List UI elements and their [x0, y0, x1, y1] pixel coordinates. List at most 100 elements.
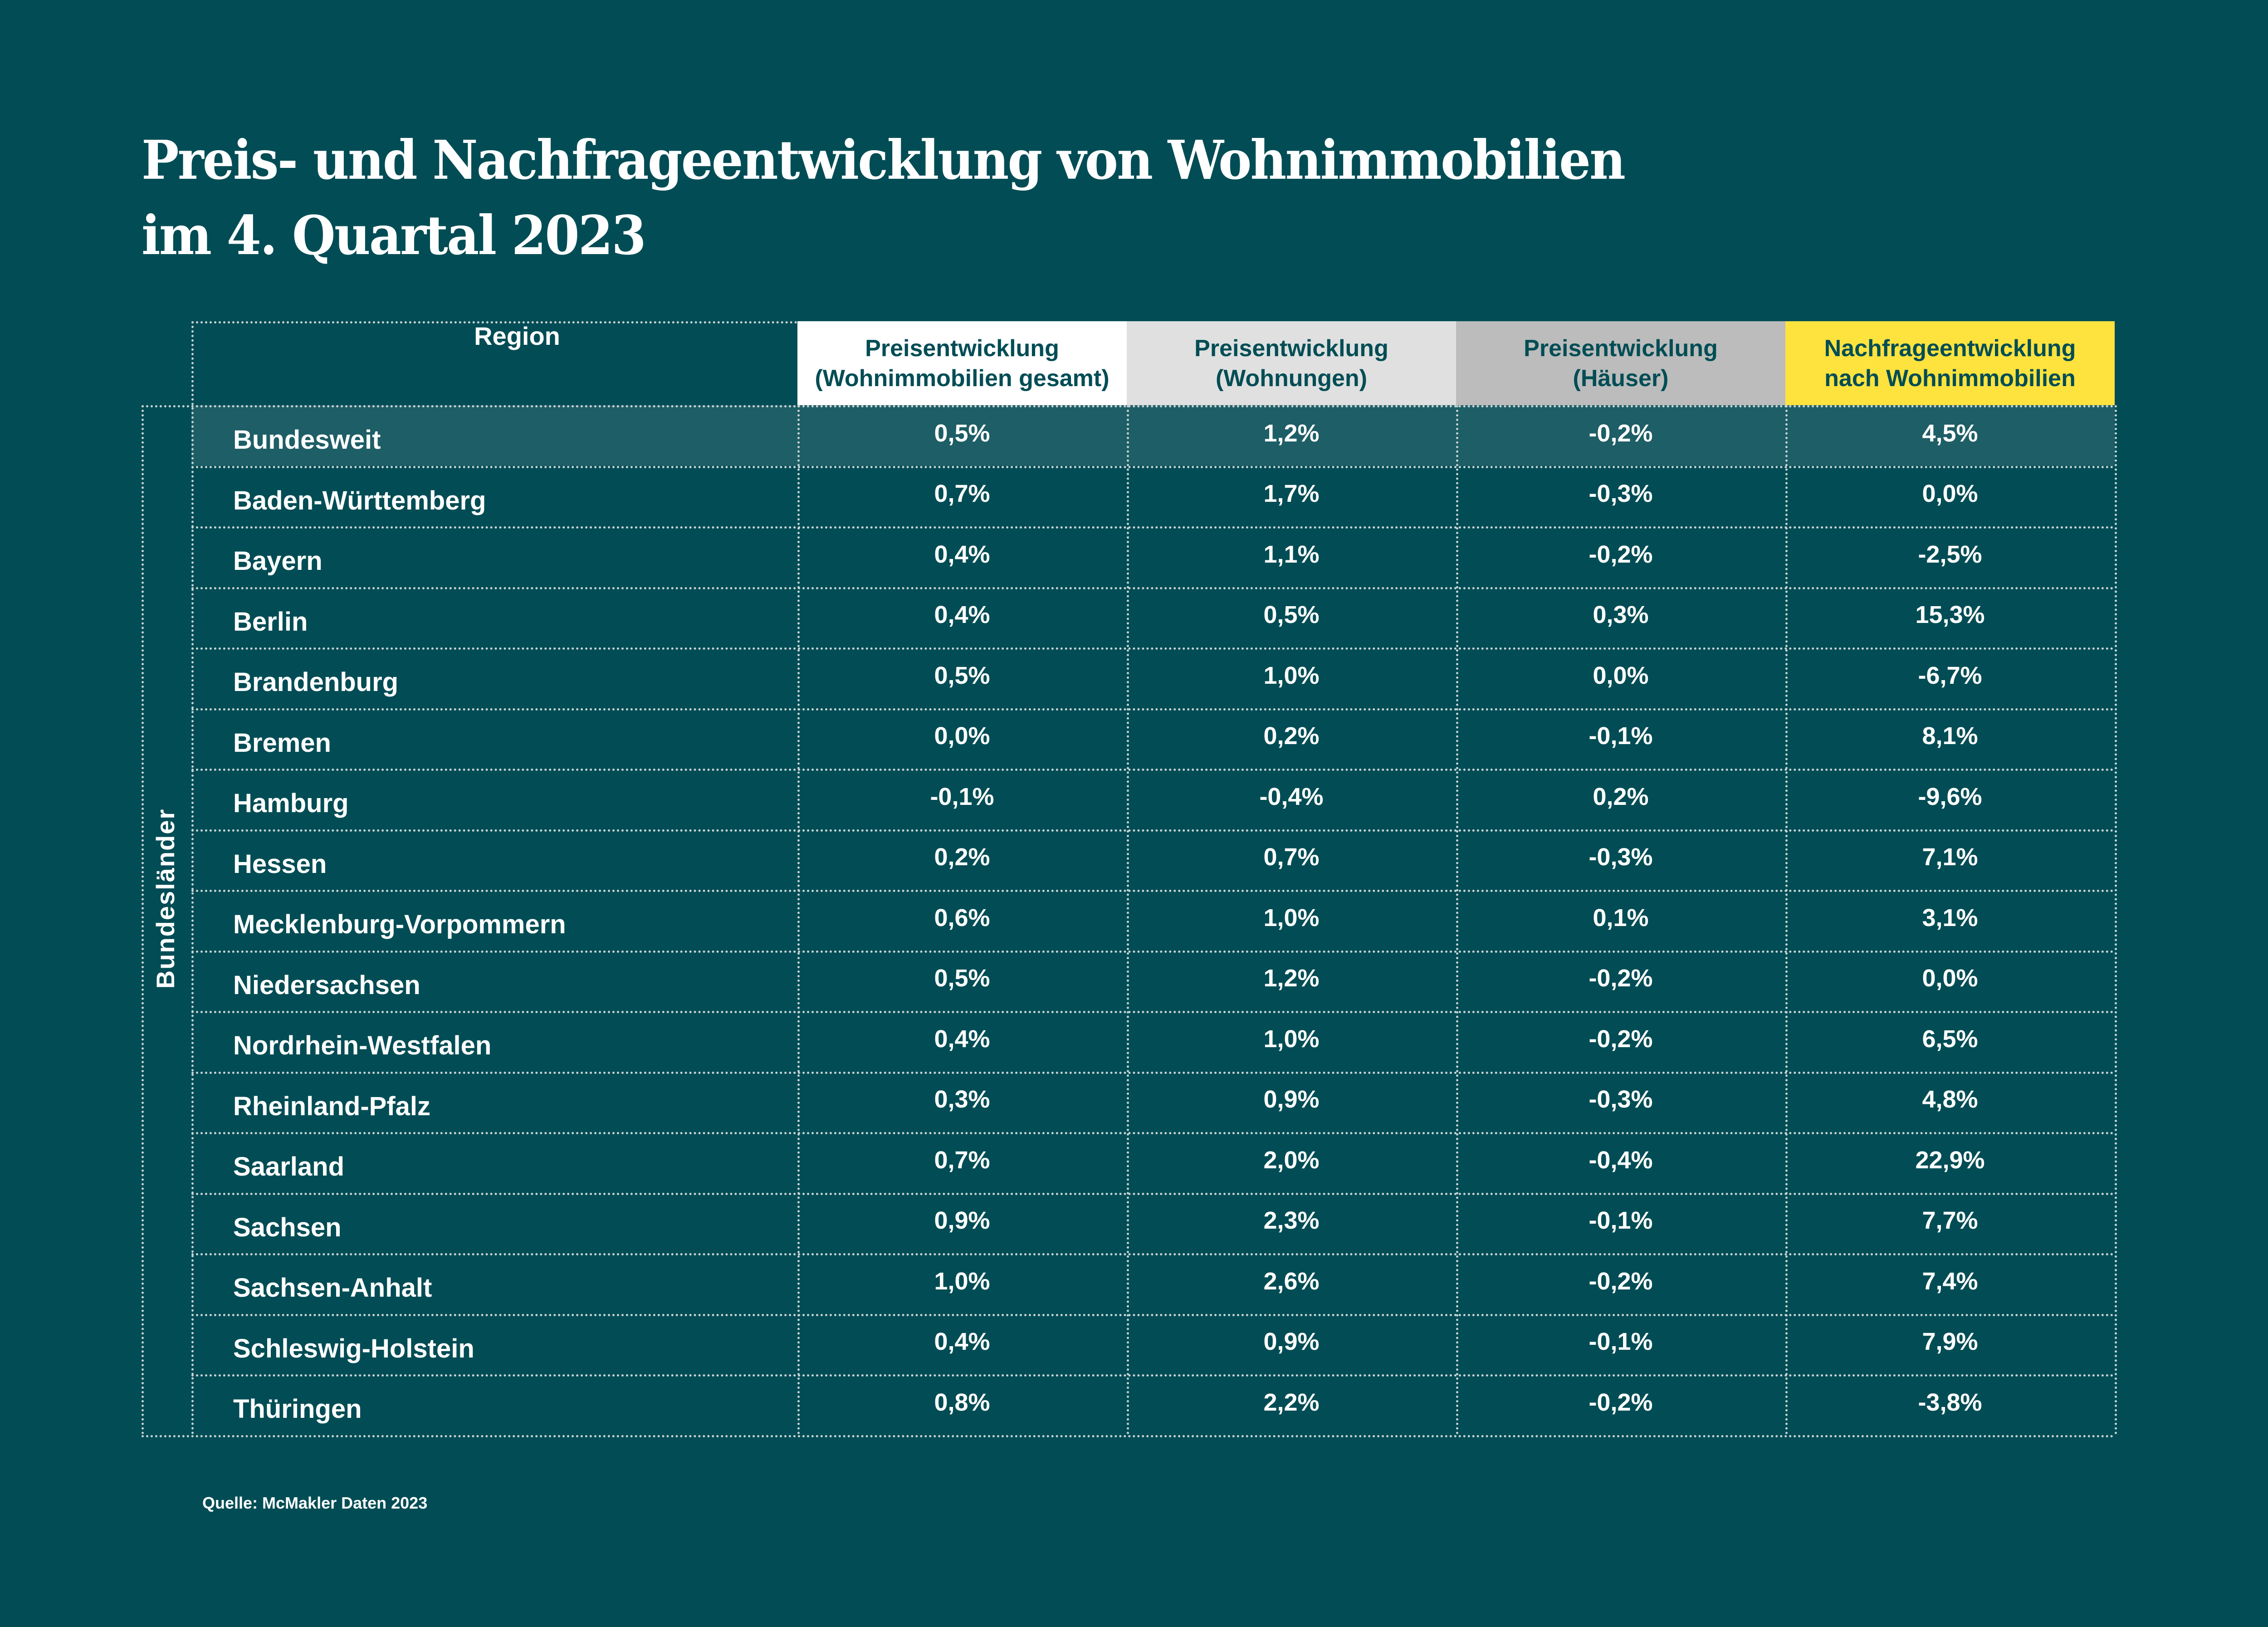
table-cell-haeuser: -0,3% [1589, 843, 1653, 871]
table-cell-nachfrage: 22,9% [1915, 1146, 1985, 1174]
grid-line [191, 321, 194, 1435]
column-header-line: (Häuser) [1573, 365, 1669, 392]
table-cell-nachfrage: -6,7% [1918, 662, 1982, 689]
grid-line [191, 321, 797, 323]
table-row-region: Sachsen-Anhalt [233, 1273, 432, 1303]
table-row-region: Niedersachsen [233, 970, 420, 1000]
table-cell-haeuser: 0,3% [1593, 601, 1649, 629]
table-cell-nachfrage: -9,6% [1918, 783, 1982, 810]
table-cell-wohnungen: 2,6% [1263, 1267, 1320, 1295]
group-label-text: Bundesländer [151, 808, 180, 989]
table-cell-wohnungen: 1,2% [1263, 965, 1320, 992]
table-cell-gesamt: 0,7% [934, 1146, 990, 1174]
grid-line [191, 526, 2115, 529]
table-cell-haeuser: -0,2% [1589, 1267, 1653, 1295]
table-cell-wohnungen: 2,3% [1263, 1207, 1320, 1235]
column-header-line: Preisentwicklung [865, 335, 1059, 362]
table-cell-gesamt: 0,8% [934, 1388, 990, 1416]
grid-line [191, 1374, 2115, 1377]
table-cell-gesamt: 0,0% [934, 722, 990, 750]
table-cell-gesamt: 0,4% [934, 1025, 990, 1053]
table-cell-nachfrage: 6,5% [1922, 1025, 1978, 1053]
table-cell-nachfrage: -3,8% [1918, 1388, 1982, 1416]
table-cell-nachfrage: 7,4% [1922, 1267, 1978, 1295]
source-note: Quelle: McMakler Daten 2023 [202, 1494, 428, 1512]
table-cell-wohnungen: 2,2% [1263, 1388, 1320, 1416]
table-cell-wohnungen: 2,0% [1263, 1146, 1320, 1174]
table-cell-haeuser: 0,1% [1593, 904, 1649, 931]
table-cell-nachfrage: 0,0% [1922, 965, 1978, 992]
column-header-wohnungen: Preisentwicklung (Wohnungen) [1127, 321, 1456, 405]
table-row-region: Berlin [233, 607, 308, 637]
table-cell-gesamt: 0,4% [934, 601, 990, 629]
table-cell-wohnungen: 1,0% [1263, 662, 1320, 689]
grid-line [191, 1253, 2115, 1255]
grid-line [191, 950, 2115, 953]
table-cell-wohnungen: 0,5% [1263, 601, 1320, 629]
column-header-gesamt: Preisentwicklung (Wohnimmobilien gesamt) [797, 321, 1127, 405]
table-cell-gesamt: 0,4% [934, 540, 990, 568]
table-cell-wohnungen: 1,0% [1263, 904, 1320, 931]
table-row-region: Saarland [233, 1152, 344, 1182]
column-header-line: Nachfrageentwicklung [1824, 335, 2076, 362]
column-header-region: Region [191, 321, 797, 405]
table-cell-haeuser: -0,1% [1589, 1328, 1653, 1356]
table-row-region: Nordrhein-Westfalen [233, 1031, 492, 1061]
title-line-1: Preis- und Nachfrageentwicklung von Wohn… [142, 128, 1626, 191]
table-cell-gesamt: 0,2% [934, 843, 990, 871]
table-cell-wohnungen: 0,9% [1263, 1086, 1320, 1113]
highlight-row-bg [191, 405, 2115, 466]
table-cell-wohnungen: -0,4% [1259, 783, 1324, 810]
table-cell-wohnungen: 1,7% [1263, 480, 1320, 508]
grid-line [191, 890, 2115, 892]
table-row-region: Bremen [233, 728, 331, 758]
table-cell-gesamt: 0,5% [934, 662, 990, 689]
grid-line [1785, 405, 1788, 1435]
grid-line [191, 1011, 2115, 1013]
table-cell-haeuser: -0,2% [1589, 540, 1653, 568]
grid-line [191, 708, 2115, 711]
table-cell-nachfrage: 15,3% [1915, 601, 1985, 629]
grid-line [191, 1313, 2115, 1316]
column-header-nachfrage: Nachfrageentwicklung nach Wohnimmobilien [1785, 321, 2115, 405]
table-cell-haeuser: -0,4% [1589, 1146, 1653, 1174]
table-cell-gesamt: 1,0% [934, 1267, 990, 1295]
table-cell-wohnungen: 0,2% [1263, 722, 1320, 750]
table-row-region: Baden-Württemberg [233, 485, 486, 515]
table-row-region: Sachsen [233, 1212, 342, 1242]
table-cell-haeuser: -0,2% [1589, 419, 1653, 447]
table-cell-haeuser: -0,1% [1589, 1207, 1653, 1235]
grid-line [2115, 405, 2117, 1435]
table-cell-wohnungen: 1,2% [1263, 419, 1320, 447]
table-cell-haeuser: -0,2% [1589, 1025, 1653, 1053]
table-cell-haeuser: -0,3% [1589, 480, 1653, 508]
grid-line [142, 405, 144, 1435]
grid-line [191, 466, 2115, 468]
table-cell-gesamt: -0,1% [930, 783, 994, 810]
table-cell-gesamt: 0,9% [934, 1207, 990, 1235]
column-header-haeuser: Preisentwicklung (Häuser) [1456, 321, 1785, 405]
table-cell-gesamt: 0,7% [934, 480, 990, 508]
table-cell-gesamt: 0,3% [934, 1086, 990, 1113]
table-row-region: Rheinland-Pfalz [233, 1091, 431, 1121]
table-cell-haeuser: 0,2% [1593, 783, 1649, 810]
column-header-line: Region [474, 322, 560, 350]
table-cell-wohnungen: 1,0% [1263, 1025, 1320, 1053]
table-row-region: Hessen [233, 849, 327, 879]
grid-line [142, 1435, 2115, 1437]
table-cell-nachfrage: 8,1% [1922, 722, 1978, 750]
title-line-2: im 4. Quartal 2023 [142, 204, 646, 267]
table-row-region: Brandenburg [233, 667, 399, 697]
table-cell-haeuser: -0,3% [1589, 1086, 1653, 1113]
table-cell-gesamt: 0,5% [934, 965, 990, 992]
table-cell-nachfrage: 3,1% [1922, 904, 1978, 931]
table-cell-nachfrage: 4,8% [1922, 1086, 1978, 1113]
table-cell-haeuser: -0,2% [1589, 1388, 1653, 1416]
table-cell-wohnungen: 0,7% [1263, 843, 1320, 871]
table-cell-nachfrage: 7,7% [1922, 1207, 1978, 1235]
table-row-region: Hamburg [233, 789, 349, 818]
grid-line [191, 1132, 2115, 1134]
page-title: Preis- und Nachfrageentwicklung von Wohn… [142, 123, 1626, 273]
grid-line [191, 1071, 2115, 1074]
